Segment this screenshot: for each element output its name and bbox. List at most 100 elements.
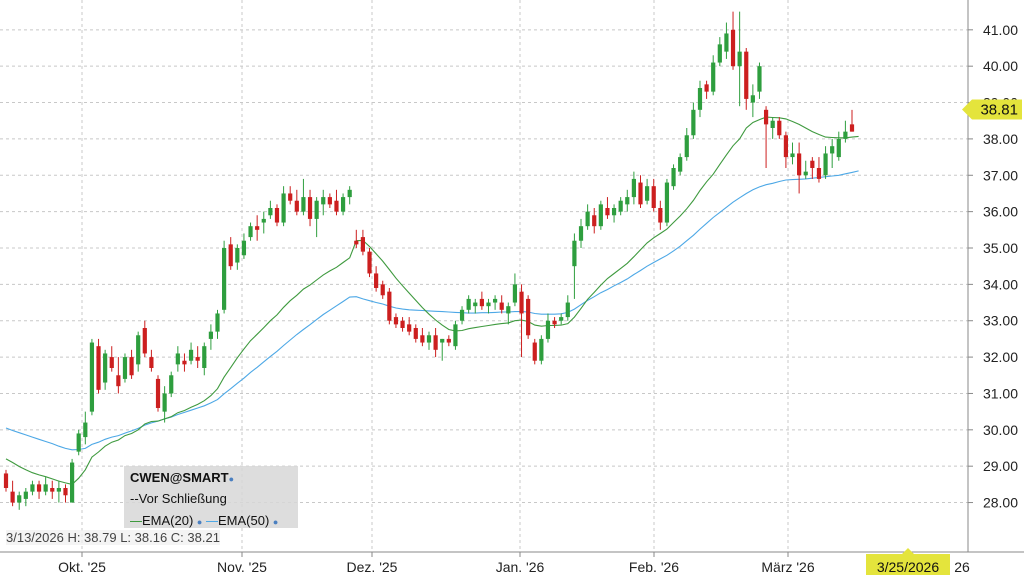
candle-body[interactable] <box>737 51 742 67</box>
candle-body[interactable] <box>241 240 247 256</box>
candle-body[interactable] <box>664 182 670 223</box>
candle-body[interactable] <box>849 124 855 132</box>
candle-body[interactable] <box>3 473 9 488</box>
candle-body[interactable] <box>724 33 729 52</box>
candle[interactable] <box>724 22 729 59</box>
candle-body[interactable] <box>545 320 551 339</box>
candle[interactable] <box>10 480 15 507</box>
candle[interactable] <box>69 458 75 503</box>
candle-body[interactable] <box>195 357 200 361</box>
candle-body[interactable] <box>605 208 610 216</box>
candle[interactable] <box>810 157 815 179</box>
candle[interactable] <box>255 215 260 241</box>
candle[interactable] <box>129 349 134 379</box>
candle[interactable] <box>697 80 703 118</box>
candle[interactable] <box>737 11 742 107</box>
candle-body[interactable] <box>387 291 392 321</box>
candles[interactable] <box>3 11 855 510</box>
candle-body[interactable] <box>255 226 260 230</box>
candle[interactable] <box>76 429 81 456</box>
candle-body[interactable] <box>592 215 597 227</box>
candle[interactable] <box>327 193 332 208</box>
candle-body[interactable] <box>83 422 88 438</box>
candle[interactable] <box>572 233 577 299</box>
candle-body[interactable] <box>645 186 650 201</box>
candle-body[interactable] <box>155 378 161 408</box>
candle-body[interactable] <box>479 298 484 307</box>
candle[interactable] <box>605 197 610 219</box>
candle-body[interactable] <box>30 484 35 492</box>
candle[interactable] <box>757 62 762 99</box>
candle-body[interactable] <box>142 328 147 354</box>
candle[interactable] <box>691 102 696 139</box>
candle[interactable] <box>512 273 518 307</box>
candle-body[interactable] <box>763 109 769 125</box>
candle[interactable] <box>592 208 597 234</box>
candle-body[interactable] <box>380 284 385 296</box>
candle-body[interactable] <box>823 153 828 176</box>
candle[interactable] <box>360 229 366 256</box>
candle-body[interactable] <box>10 491 15 503</box>
candle[interactable] <box>426 331 432 350</box>
candle[interactable] <box>367 248 372 278</box>
candle-body[interactable] <box>797 153 802 176</box>
candle-body[interactable] <box>691 109 696 136</box>
candle-body[interactable] <box>175 353 180 365</box>
candle-body[interactable] <box>830 146 835 154</box>
candle-body[interactable] <box>459 309 465 321</box>
candle-body[interactable] <box>202 346 207 368</box>
candle-body[interactable] <box>492 298 498 303</box>
candle[interactable] <box>413 324 418 343</box>
candle[interactable] <box>598 200 603 230</box>
candle[interactable] <box>704 80 709 99</box>
candle-body[interactable] <box>658 208 663 223</box>
candle-body[interactable] <box>228 244 233 267</box>
candle-body[interactable] <box>651 186 656 208</box>
candle-body[interactable] <box>56 488 61 492</box>
candle[interactable] <box>777 117 782 139</box>
candle-body[interactable] <box>17 495 22 503</box>
candle[interactable] <box>453 320 458 350</box>
candle[interactable] <box>347 186 352 205</box>
candle[interactable] <box>539 335 544 365</box>
candle-body[interactable] <box>486 302 491 307</box>
candle-body[interactable] <box>836 138 841 158</box>
candle[interactable] <box>559 313 564 325</box>
candle[interactable] <box>526 295 531 339</box>
candle[interactable] <box>625 189 630 212</box>
candle[interactable] <box>658 200 663 230</box>
candle[interactable] <box>684 128 689 161</box>
candle-body[interactable] <box>704 84 709 92</box>
candle-body[interactable] <box>499 302 504 310</box>
candle[interactable] <box>750 84 755 118</box>
candle-body[interactable] <box>274 208 280 223</box>
candle-body[interactable] <box>281 193 286 223</box>
candle[interactable] <box>730 11 736 70</box>
candle[interactable] <box>103 349 108 390</box>
candle-body[interactable] <box>321 197 326 205</box>
candle-body[interactable] <box>671 168 676 187</box>
candle[interactable] <box>182 353 187 372</box>
candle[interactable] <box>294 189 299 216</box>
candle[interactable] <box>532 338 537 365</box>
candle[interactable] <box>506 302 511 325</box>
candle[interactable] <box>763 106 769 168</box>
candle-body[interactable] <box>407 324 412 332</box>
candle-body[interactable] <box>565 302 570 318</box>
candle[interactable] <box>816 157 822 183</box>
candle-body[interactable] <box>188 349 194 361</box>
candle[interactable] <box>142 320 147 358</box>
candle-body[interactable] <box>684 135 689 158</box>
candle-body[interactable] <box>770 120 775 128</box>
candle[interactable] <box>96 338 101 394</box>
candle-body[interactable] <box>208 331 213 339</box>
candle[interactable] <box>281 186 286 227</box>
candle-body[interactable] <box>248 226 253 238</box>
candle-body[interactable] <box>512 284 518 303</box>
candle-body[interactable] <box>598 204 603 227</box>
candle-body[interactable] <box>89 342 95 412</box>
candle-body[interactable] <box>374 273 379 288</box>
candle[interactable] <box>374 266 379 292</box>
candle[interactable] <box>803 160 808 179</box>
